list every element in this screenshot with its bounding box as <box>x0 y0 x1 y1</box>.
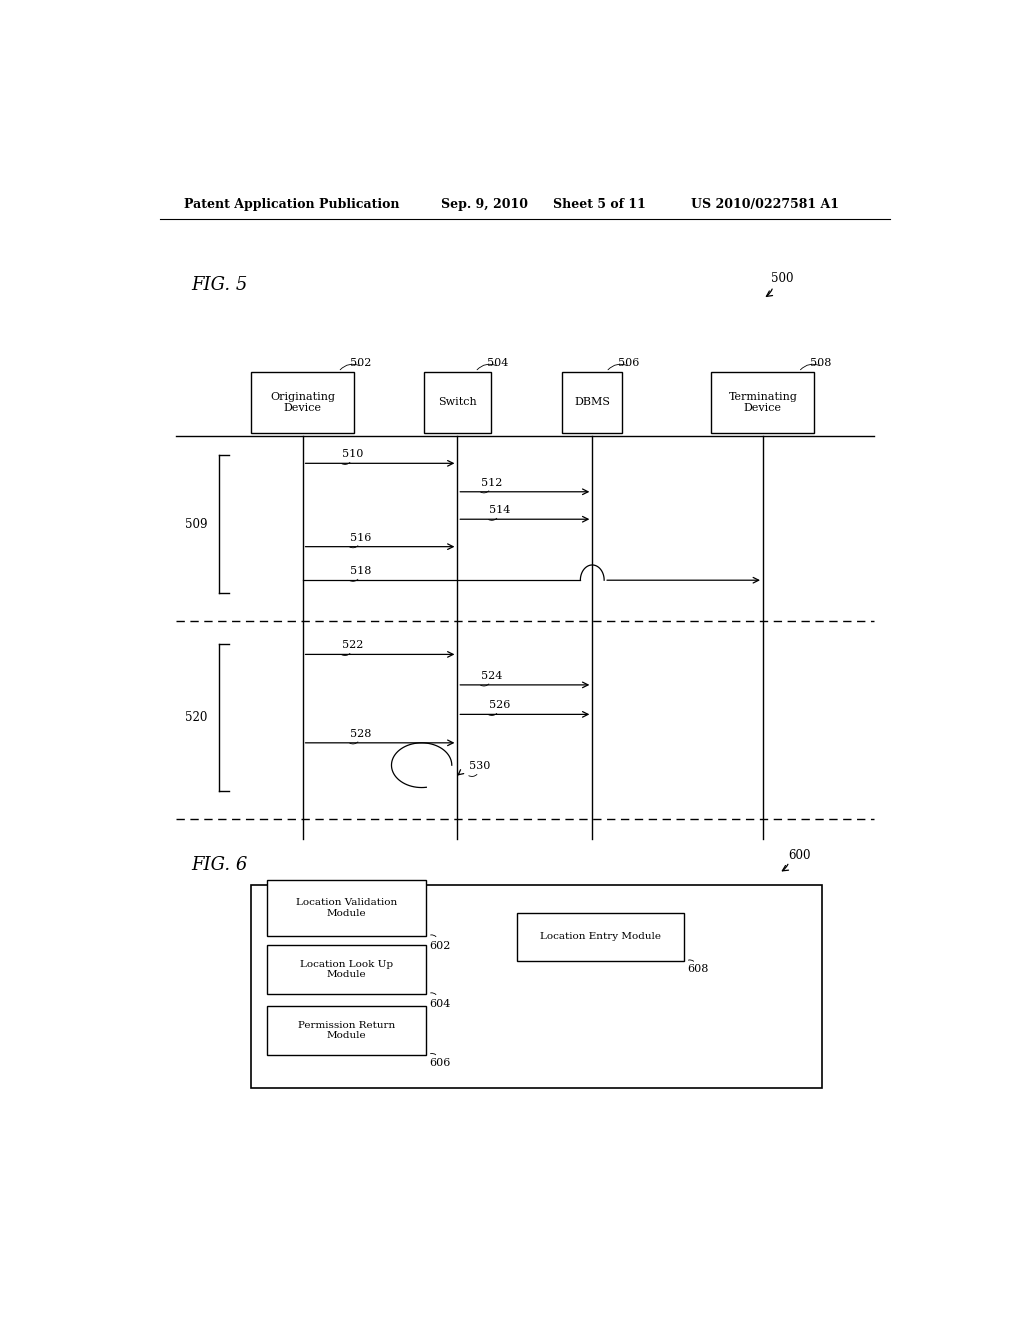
Text: Permission Return
Module: Permission Return Module <box>298 1020 395 1040</box>
Text: 502: 502 <box>350 358 372 368</box>
Text: FIG. 6: FIG. 6 <box>191 855 248 874</box>
FancyBboxPatch shape <box>267 880 426 936</box>
Text: 516: 516 <box>350 532 372 543</box>
Text: 504: 504 <box>487 358 509 368</box>
Text: 500: 500 <box>771 272 794 285</box>
Text: Sep. 9, 2010: Sep. 9, 2010 <box>441 198 528 211</box>
Text: US 2010/0227581 A1: US 2010/0227581 A1 <box>691 198 840 211</box>
Text: 600: 600 <box>788 849 811 862</box>
Text: 604: 604 <box>430 999 451 1008</box>
Text: 522: 522 <box>342 640 364 651</box>
Text: 608: 608 <box>687 965 709 974</box>
Text: DBMS: DBMS <box>574 397 610 408</box>
Text: 512: 512 <box>481 478 503 487</box>
FancyBboxPatch shape <box>251 886 822 1089</box>
Text: 508: 508 <box>811 358 831 368</box>
Text: Location Validation
Module: Location Validation Module <box>296 899 397 917</box>
Text: 509: 509 <box>185 517 207 531</box>
Text: 514: 514 <box>489 506 510 515</box>
Text: FIG. 5: FIG. 5 <box>191 276 248 294</box>
Text: Originating
Device: Originating Device <box>270 392 335 413</box>
Text: 518: 518 <box>350 566 372 576</box>
Text: 528: 528 <box>350 729 372 739</box>
Text: Location Entry Module: Location Entry Module <box>540 932 660 941</box>
FancyBboxPatch shape <box>267 945 426 994</box>
Text: 606: 606 <box>430 1057 451 1068</box>
Text: 520: 520 <box>185 711 207 723</box>
Text: 602: 602 <box>430 941 451 950</box>
Text: 506: 506 <box>618 358 639 368</box>
FancyBboxPatch shape <box>562 372 622 433</box>
Text: 526: 526 <box>489 701 510 710</box>
Text: 530: 530 <box>469 762 490 771</box>
FancyBboxPatch shape <box>267 1006 426 1055</box>
Text: Patent Application Publication: Patent Application Publication <box>183 198 399 211</box>
FancyBboxPatch shape <box>424 372 492 433</box>
Text: Location Look Up
Module: Location Look Up Module <box>300 960 393 979</box>
FancyBboxPatch shape <box>517 912 684 961</box>
Text: 510: 510 <box>342 449 364 459</box>
Text: 524: 524 <box>481 671 503 681</box>
Text: Sheet 5 of 11: Sheet 5 of 11 <box>553 198 645 211</box>
Text: Terminating
Device: Terminating Device <box>728 392 798 413</box>
FancyBboxPatch shape <box>712 372 814 433</box>
FancyBboxPatch shape <box>251 372 354 433</box>
Text: Switch: Switch <box>438 397 477 408</box>
